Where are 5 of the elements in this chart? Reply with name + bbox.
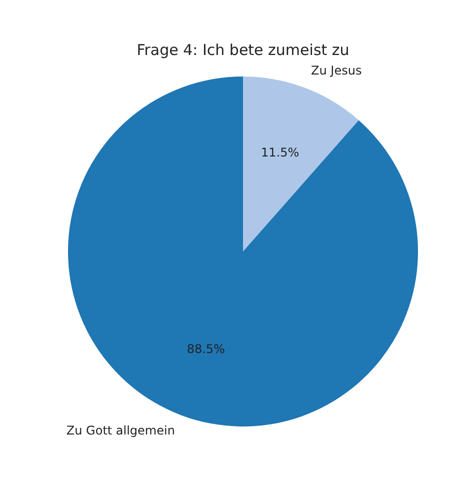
data-label: 11.5% [261, 145, 300, 160]
data-label: 88.5% [186, 342, 225, 356]
slice-label: Zu Jesus [311, 64, 362, 78]
chart-title: Frage 4: Ich bete zumeist zu [136, 40, 350, 59]
slice-label: Zu Gott allgemein [66, 424, 175, 438]
